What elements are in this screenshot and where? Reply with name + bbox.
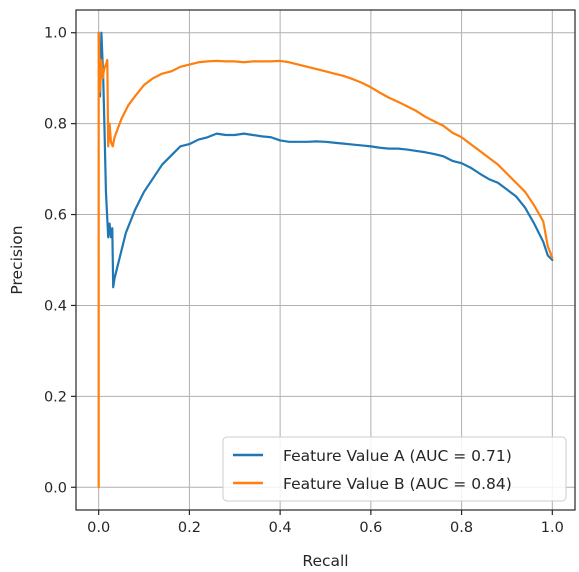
y-tick-label: 0.4 <box>44 298 67 314</box>
x-tick-label: 0.2 <box>178 520 201 536</box>
x-tick-label: 0.0 <box>87 520 110 536</box>
legend: Feature Value A (AUC = 0.71) Feature Val… <box>222 436 567 502</box>
axis-ticks: 0.0 0.2 0.4 0.6 0.8 1.0 0.0 0.2 0.4 0.6 0.8 1.0 <box>44 26 564 536</box>
x-tick-label: 1.0 <box>541 520 564 536</box>
grid <box>76 10 575 510</box>
x-tick-label: 0.6 <box>359 520 382 536</box>
x-tick-label: 0.8 <box>450 520 473 536</box>
y-tick-label: 0.8 <box>44 117 67 133</box>
legend-entry-b: Feature Value B (AUC = 0.84) <box>283 475 512 493</box>
legend-box <box>222 436 567 502</box>
legend-entry-a: Feature Value A (AUC = 0.71) <box>283 447 512 465</box>
x-axis-label: Recall <box>302 552 348 570</box>
y-tick-label: 0.6 <box>44 208 67 224</box>
y-tick-label: 0.0 <box>44 480 67 496</box>
plot-frame <box>75 9 576 511</box>
y-axis-label: Precision <box>8 225 26 294</box>
y-tick-label: 1.0 <box>44 26 67 42</box>
series-line-b <box>97 31 554 489</box>
y-tick-label: 0.2 <box>44 389 67 405</box>
series-line-a <box>97 31 554 289</box>
x-tick-label: 0.4 <box>269 520 292 536</box>
series-lines <box>97 31 554 489</box>
